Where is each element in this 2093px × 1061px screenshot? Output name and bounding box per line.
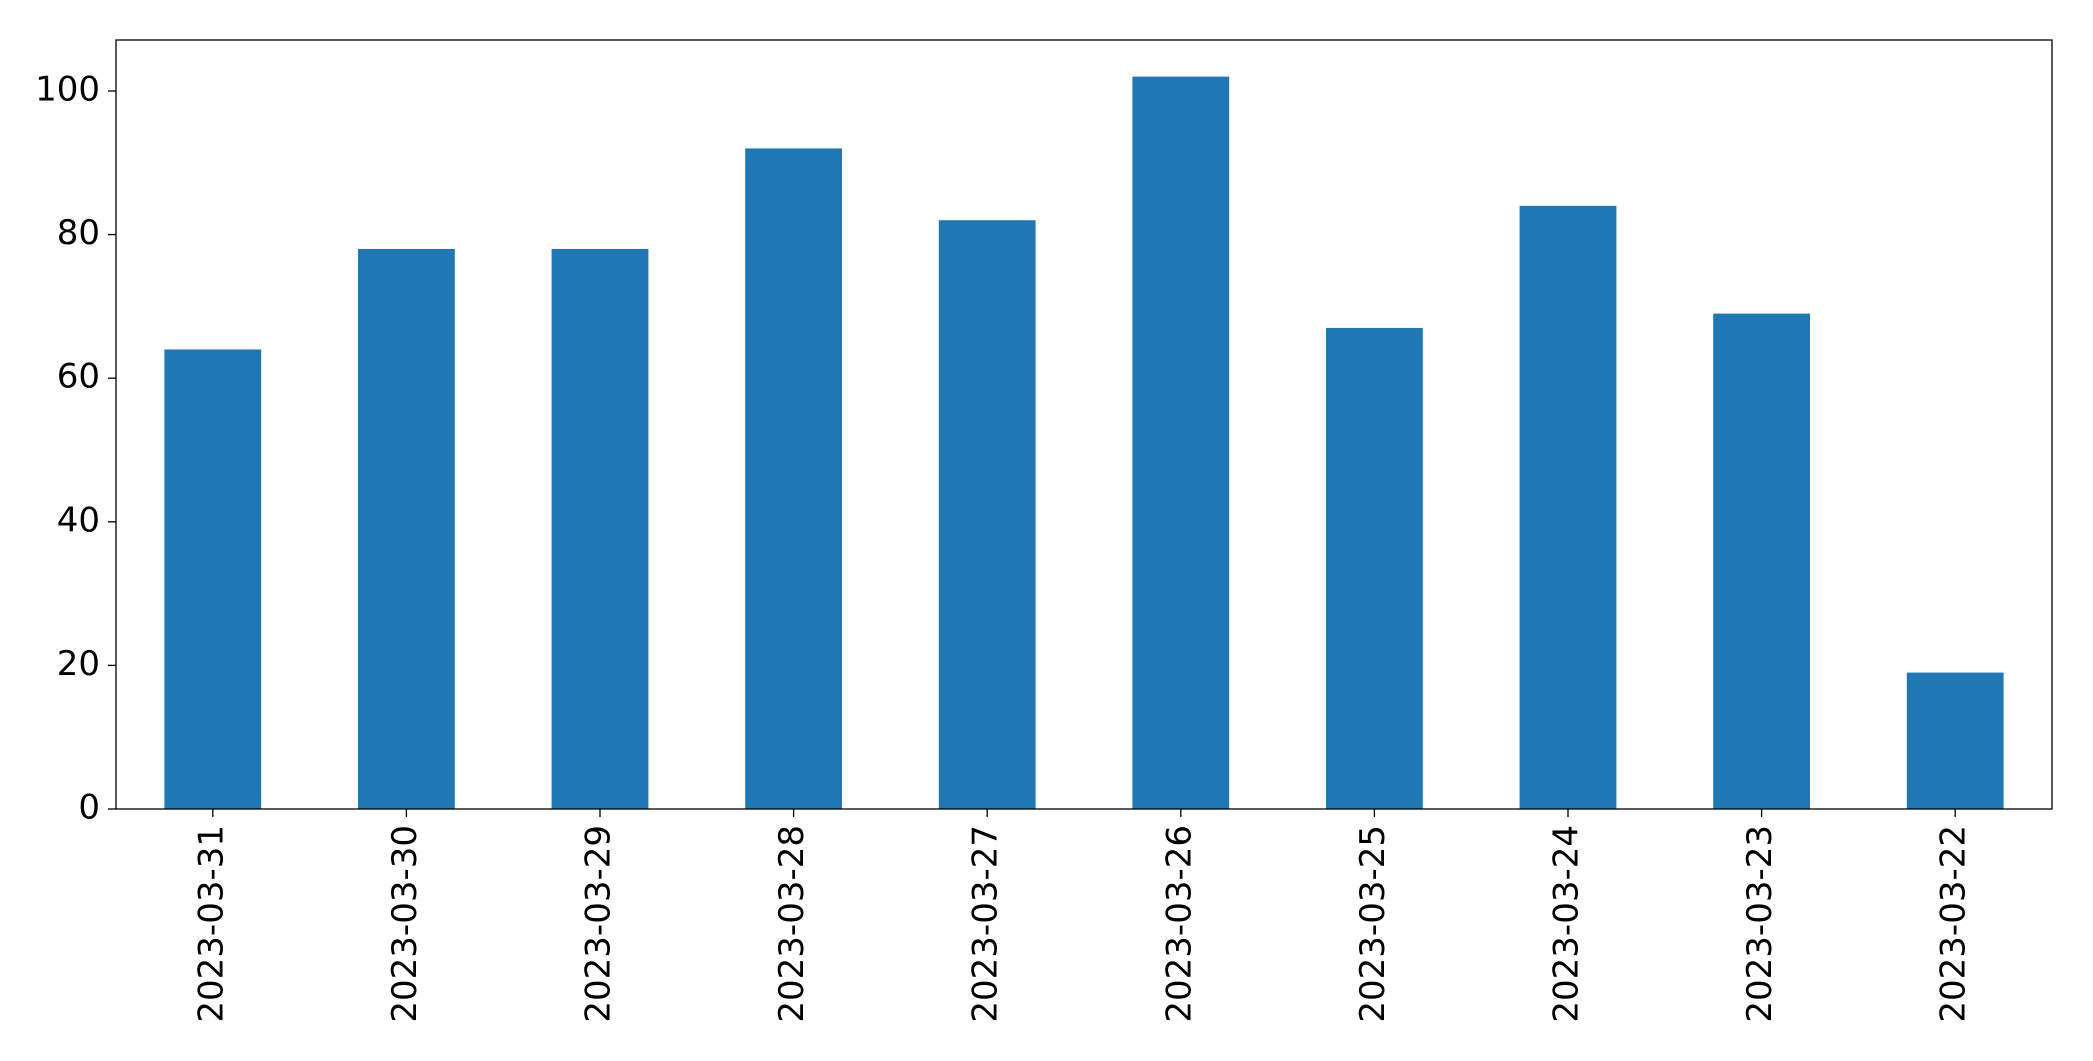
y-tick-label: 80 bbox=[57, 213, 100, 253]
x-tick-label: 2023-03-27 bbox=[966, 825, 1006, 1023]
bar bbox=[164, 349, 262, 809]
x-tick-label: 2023-03-31 bbox=[191, 825, 231, 1023]
y-tick-label: 100 bbox=[35, 69, 100, 109]
x-tick-label: 2023-03-23 bbox=[1740, 825, 1780, 1023]
bar bbox=[358, 248, 455, 810]
bar bbox=[745, 148, 842, 810]
bar bbox=[1326, 327, 1423, 809]
plot-frame bbox=[115, 39, 2053, 810]
x-tick-label: 2023-03-24 bbox=[1547, 825, 1587, 1023]
x-tick-label: 2023-03-22 bbox=[1934, 825, 1974, 1023]
bar bbox=[551, 248, 649, 810]
y-tick-label: 40 bbox=[57, 500, 100, 540]
x-tick-label: 2023-03-25 bbox=[1353, 825, 1393, 1023]
x-tick-label: 2023-03-30 bbox=[385, 825, 425, 1023]
x-tick-label: 2023-03-28 bbox=[772, 825, 812, 1023]
bar bbox=[1713, 313, 1810, 809]
y-tick-label: 20 bbox=[57, 644, 100, 684]
bar bbox=[938, 220, 1036, 810]
bar bbox=[1132, 76, 1230, 810]
y-tick-label: 0 bbox=[78, 788, 100, 828]
bar bbox=[1519, 205, 1617, 810]
bar bbox=[1906, 672, 2004, 809]
x-tick-label: 2023-03-26 bbox=[1159, 825, 1199, 1023]
y-tick-label: 60 bbox=[57, 357, 100, 397]
x-tick-label: 2023-03-29 bbox=[579, 825, 619, 1023]
